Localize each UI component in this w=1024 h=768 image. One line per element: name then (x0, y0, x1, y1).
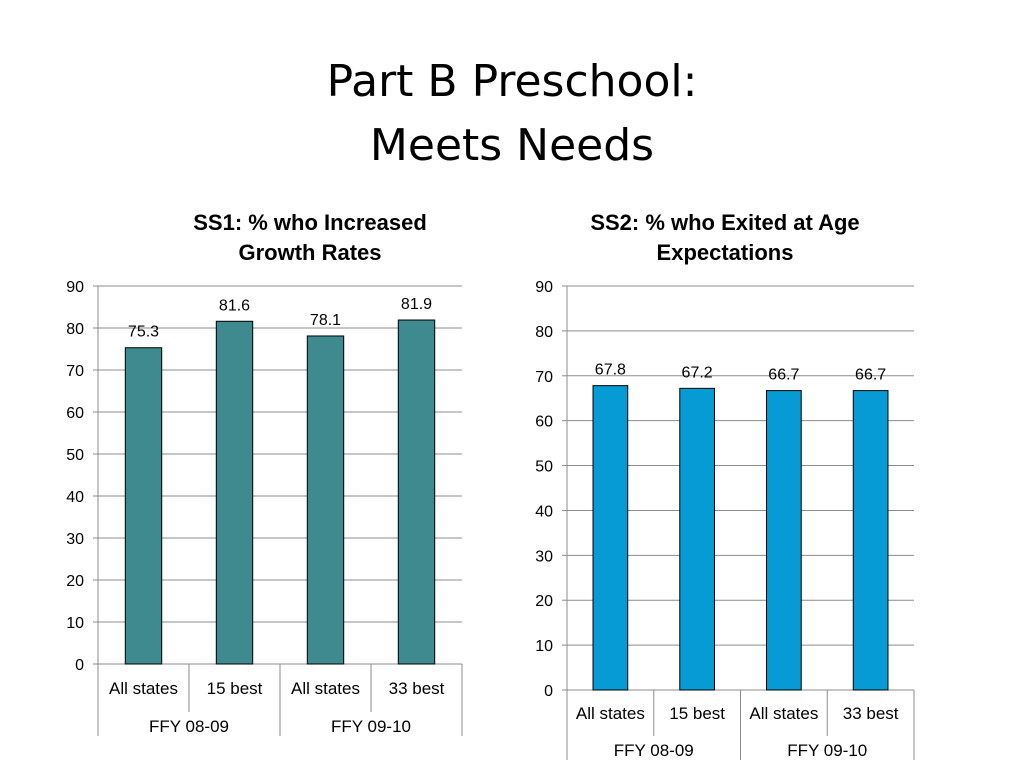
slide-title-line2: Meets Needs (369, 120, 655, 171)
y-tick-label: 10 (66, 615, 84, 632)
data-label: 66.7 (855, 367, 886, 384)
y-tick-label: 10 (535, 638, 553, 655)
y-tick-label: 60 (66, 405, 84, 422)
y-tick-label: 0 (544, 683, 553, 700)
data-label: 67.8 (595, 362, 626, 379)
data-label: 75.3 (128, 324, 159, 341)
bar (852, 390, 889, 691)
y-tick-label: 60 (535, 414, 553, 431)
bar (592, 385, 629, 691)
x-group-label: FFY 09-10 (787, 741, 867, 760)
slide-title-line1: Part B Preschool: (326, 56, 698, 107)
y-tick-label: 40 (66, 489, 84, 506)
slide-title: Part B Preschool: Meets Needs (0, 50, 1024, 178)
y-tick-label: 70 (66, 363, 84, 380)
x-category-label: All states (291, 679, 360, 698)
y-tick-label: 80 (66, 321, 84, 338)
data-label: 81.6 (219, 297, 250, 314)
chart-ss2-exited-at-expectations: SS2: % who Exited at Age Expectations 0 10 2… (535, 210, 915, 760)
y-tick-label: 80 (535, 324, 553, 341)
x-category-label: 33 best (389, 679, 445, 698)
chart-ss1-increased-growth: SS1: % who Increased Growth Rates 0 10 20 30 4… (66, 210, 463, 736)
x-category-label: All states (109, 679, 178, 698)
x-group-label: FFY 09-10 (331, 717, 411, 736)
x-category-label: All states (749, 704, 818, 723)
y-tick-label: 20 (66, 573, 84, 590)
x-group-label: FFY 08-09 (149, 717, 229, 736)
bar (397, 319, 436, 665)
bar (766, 390, 802, 691)
bar (215, 320, 254, 665)
chart-title-line: Growth Rates (238, 240, 381, 265)
y-tick-label: 50 (66, 447, 84, 464)
x-category-label: 15 best (669, 704, 725, 723)
x-category-label: 33 best (843, 704, 899, 723)
bar (679, 387, 715, 691)
bar (306, 335, 345, 665)
x-category-label: All states (576, 704, 645, 723)
y-tick-label: 40 (535, 503, 553, 520)
y-tick-label: 50 (535, 459, 553, 476)
chart-title-line: SS1: % who Increased (193, 210, 427, 235)
y-tick-label: 0 (75, 657, 84, 674)
y-tick-label: 20 (535, 593, 553, 610)
y-tick-label: 90 (66, 279, 84, 296)
y-tick-label: 30 (66, 531, 84, 548)
bar (124, 347, 163, 665)
y-tick-label: 30 (535, 548, 553, 565)
data-label: 81.9 (401, 296, 432, 313)
data-label: 78.1 (310, 312, 341, 329)
y-tick-label: 90 (535, 279, 553, 296)
x-category-label: 15 best (207, 679, 263, 698)
y-tick-label: 70 (535, 369, 553, 386)
x-group-label: FFY 08-09 (614, 741, 694, 760)
chart-title-line: SS2: % who Exited at Age (590, 210, 859, 235)
data-label: 67.2 (682, 364, 713, 381)
data-label: 66.7 (768, 367, 799, 384)
chart-title-line: Expectations (657, 240, 794, 265)
